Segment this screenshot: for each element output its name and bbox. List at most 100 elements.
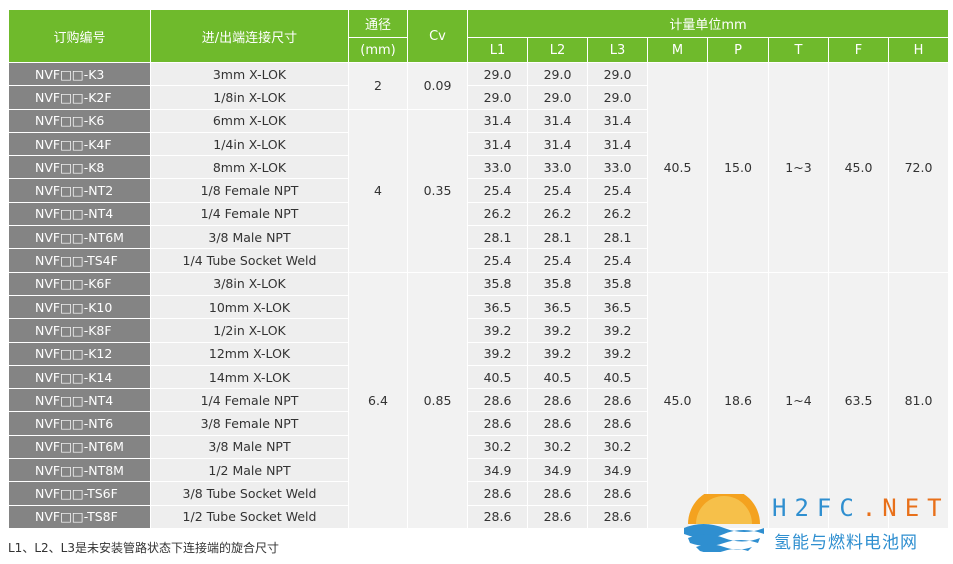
l3-cell: 28.6 [587, 481, 648, 506]
header-dimension-group: 计量单位mm [466, 9, 950, 38]
l3-cell: 39.2 [587, 341, 648, 366]
connection-cell: 3/8 Male NPT [150, 434, 349, 460]
h-cell: 72.0 [887, 62, 950, 273]
connection-cell: 12mm X-LOK [150, 341, 349, 366]
connection-cell: 3mm X-LOK [150, 61, 349, 87]
l1-cell: 33.0 [467, 155, 528, 180]
l3-cell: 39.2 [587, 318, 648, 343]
table-row: NVF□□-NT6 3/8 Female NPT 28.6 28.6 28.6 [8, 411, 949, 436]
l1-cell: 39.2 [467, 318, 528, 343]
l1-cell: 28.6 [467, 481, 528, 506]
wave-logo-icon [684, 494, 764, 552]
l2-cell: 36.5 [527, 294, 588, 320]
connection-cell: 1/8 Female NPT [150, 178, 349, 203]
footnote: L1、L2、L3是未安装管路状态下连接端的旋合尺寸 [8, 541, 279, 555]
model-cell: NVF□□-NT4 [8, 388, 151, 413]
connection-cell: 1/4 Female NPT [150, 388, 349, 413]
m-cell: 45.0 [647, 271, 708, 529]
l3-cell: 35.8 [587, 271, 648, 296]
spec-table-body: NVF□□-K3 3mm X-LOK 2 0.09 29.0 29.0 29.0 40.5 15… [8, 61, 950, 529]
l2-cell: 39.2 [527, 341, 588, 366]
model-cell: NVF□□-K10 [8, 294, 151, 320]
spec-table: 订购编号 进/出端连接尺寸 通径 Cv 计量单位mm (mm) L1 L2 L3… [8, 9, 950, 529]
l3-cell: 29.0 [587, 61, 648, 87]
model-cell: NVF□□-NT6M [8, 225, 151, 250]
model-cell: NVF□□-NT2 [8, 178, 151, 203]
header-p: P [707, 37, 769, 63]
l2-cell: 25.4 [527, 178, 588, 203]
model-cell: NVF□□-K8F [8, 318, 151, 343]
bore-cell: 4 [348, 108, 408, 273]
l3-cell: 28.6 [587, 504, 648, 529]
l2-cell: 30.2 [527, 434, 588, 460]
l2-cell: 28.6 [527, 481, 588, 506]
connection-cell: 6mm X-LOK [150, 108, 349, 133]
model-cell: NVF□□-TS6F [8, 481, 151, 506]
table-row: NVF□□-K8F 1/2in X-LOK 39.2 39.2 39.2 [8, 318, 949, 343]
header-l3: L3 [587, 37, 648, 63]
watermark-brand-tld: NET [882, 494, 950, 522]
l1-cell: 28.6 [467, 504, 528, 529]
l2-cell: 31.4 [527, 131, 588, 157]
table-row: NVF□□-K2F 1/8in X-LOK 29.0 29.0 29.0 [8, 85, 949, 110]
table-row: NVF□□-NT4 1/4 Female NPT 26.2 26.2 26.2 [8, 201, 949, 227]
connection-cell: 1/4 Tube Socket Weld [150, 248, 349, 273]
connection-cell: 3/8in X-LOK [150, 271, 349, 296]
l3-cell: 40.5 [587, 364, 648, 390]
model-cell: NVF□□-K8 [8, 155, 151, 180]
l3-cell: 31.4 [587, 108, 648, 133]
model-cell: NVF□□-K2F [8, 85, 151, 110]
watermark-brand-dot: . [861, 494, 877, 522]
table-row: NVF□□-K6F 3/8in X-LOK 6.4 0.85 35.8 35.8 35.8 4… [8, 271, 950, 529]
table-row: NVF□□-K8 8mm X-LOK 33.0 33.0 33.0 [8, 155, 949, 180]
cv-cell: 0.85 [407, 271, 468, 529]
header-cv: Cv [407, 9, 468, 63]
l3-cell: 30.2 [587, 434, 648, 460]
model-cell: NVF□□-NT4 [8, 201, 151, 227]
l3-cell: 28.6 [587, 411, 648, 436]
t-cell: 1~3 [768, 62, 829, 273]
t-cell: 1~4 [768, 271, 829, 529]
table-row: NVF□□-NT6M 3/8 Male NPT 30.2 30.2 30.2 [8, 434, 949, 460]
cv-cell: 0.35 [407, 108, 468, 273]
l3-cell: 36.5 [587, 294, 648, 320]
l1-cell: 25.4 [467, 178, 528, 203]
header-bore: 通径 [348, 9, 408, 38]
watermark-subtitle: 氢能与燃料电池网 [774, 533, 918, 553]
connection-cell: 1/4in X-LOK [150, 131, 349, 157]
l1-cell: 29.0 [467, 61, 528, 87]
bore-cell: 6.4 [348, 271, 408, 529]
table-row: NVF□□-NT2 1/8 Female NPT 25.4 25.4 25.4 [8, 178, 949, 203]
connection-cell: 10mm X-LOK [150, 294, 349, 320]
connection-cell: 8mm X-LOK [150, 155, 349, 180]
l1-cell: 35.8 [467, 271, 528, 296]
l2-cell: 33.0 [527, 155, 588, 180]
l1-cell: 31.4 [467, 108, 528, 133]
p-cell: 18.6 [707, 271, 769, 529]
cv-cell: 0.09 [407, 62, 468, 110]
connection-cell: 1/2 Tube Socket Weld [150, 504, 349, 529]
header-h: H [887, 37, 950, 63]
l2-cell: 26.2 [527, 201, 588, 227]
l1-cell: 39.2 [467, 341, 528, 366]
table-row: NVF□□-K10 10mm X-LOK 36.5 36.5 36.5 [8, 294, 949, 320]
l3-cell: 29.0 [587, 85, 648, 110]
l2-cell: 35.8 [527, 271, 588, 296]
connection-cell: 1/2 Male NPT [150, 458, 349, 483]
l2-cell: 40.5 [527, 364, 588, 390]
header-connection: 进/出端连接尺寸 [150, 9, 349, 63]
table-row: NVF□□-K12 12mm X-LOK 39.2 39.2 39.2 [8, 341, 949, 366]
model-cell: NVF□□-NT6M [8, 434, 151, 460]
header-bore-unit: (mm) [348, 37, 408, 63]
model-cell: NVF□□-NT6 [8, 411, 151, 436]
header-l1: L1 [467, 37, 528, 63]
l1-cell: 34.9 [467, 458, 528, 483]
header-model: 订购编号 [8, 9, 151, 63]
l3-cell: 25.4 [587, 178, 648, 203]
l3-cell: 33.0 [587, 155, 648, 180]
table-row: NVF□□-NT8M 1/2 Male NPT 34.9 34.9 34.9 [8, 458, 949, 483]
l2-cell: 29.0 [527, 85, 588, 110]
l1-cell: 28.6 [467, 388, 528, 413]
l1-cell: 29.0 [467, 85, 528, 110]
model-cell: NVF□□-K3 [8, 61, 151, 87]
